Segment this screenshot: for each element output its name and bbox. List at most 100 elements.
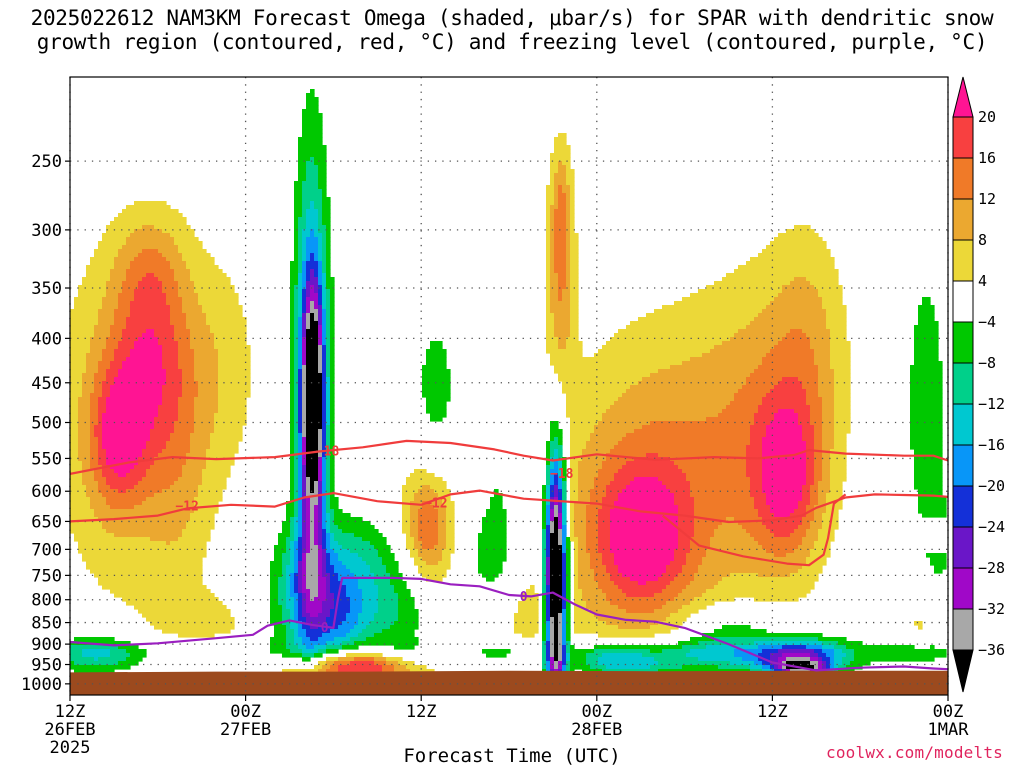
omega-cell [674,301,771,306]
omega-cell [550,461,555,466]
omega-cell [706,645,759,650]
omega-cell [614,553,675,558]
omega-cell [142,477,179,482]
omega-cell [786,333,807,338]
y-tick-label: 1000 [21,675,62,695]
omega-cell [318,237,323,242]
omega-cell [110,465,135,470]
omega-cell [574,513,587,518]
omega-cell [306,601,323,606]
omega-cell [310,157,315,162]
omega-cell [830,461,847,466]
omega-cell [314,597,327,602]
omega-cell [114,309,131,314]
omega-cell [302,309,307,314]
omega-cell [330,321,335,326]
omega-cell [302,377,307,382]
omega-cell [290,285,295,290]
omega-cell [94,385,103,390]
omega-cell [438,521,447,526]
omega-cell [110,485,135,490]
omega-cell [914,481,943,486]
omega-cell [578,493,591,498]
omega-cell [74,533,115,538]
omega-cell [754,505,771,510]
omega-cell [834,433,847,438]
omega-cell [762,473,807,478]
omega-cell [550,165,559,170]
omega-cell [746,325,827,330]
omega-cell [546,625,551,630]
omega-cell [562,161,571,166]
omega-cell [310,513,315,518]
omega-cell [314,665,323,670]
omega-cell [150,433,171,438]
omega-cell [586,537,599,542]
omega-cell [690,481,751,486]
omega-cell [306,93,315,98]
omega-cell [602,589,623,594]
omega-cell [610,449,747,454]
omega-cell [78,449,91,454]
omega-cell [574,573,579,578]
colorbar-bottom-arrow [952,649,974,693]
omega-cell [618,397,735,402]
omega-cell [302,365,307,370]
omega-cell [318,553,323,558]
omega-cell [574,581,579,586]
omega-cell [806,393,819,398]
omega-cell [586,529,599,534]
colorbar-swatch [952,157,974,200]
omega-cell [270,569,283,574]
omega-cell [558,665,563,670]
omega-cell [830,469,847,474]
omega-cell [514,617,539,622]
omega-cell [218,353,251,358]
omega-cell [754,661,763,666]
omega-cell [214,413,247,418]
omega-cell [714,345,775,350]
omega-cell [306,361,319,366]
omega-cell [586,521,599,526]
omega-cell [90,257,115,262]
omega-cell [602,561,615,566]
omega-cell [298,285,303,290]
omega-cell [362,629,383,634]
x-tick-label: 12Z [757,702,788,722]
omega-cell [614,401,731,406]
omega-cell [830,345,851,350]
omega-cell [558,657,563,662]
omega-cell [286,581,291,586]
omega-cell [598,509,611,514]
omega-cell [574,517,587,522]
omega-cell [554,213,567,218]
omega-cell [294,217,299,222]
omega-cell [318,537,323,542]
omega-cell [162,357,179,362]
omega-cell [94,373,107,378]
omega-cell [306,173,319,178]
y-tick-label: 300 [31,221,62,241]
omega-cell [118,373,167,378]
omega-cell [354,625,367,630]
omega-cell [810,553,831,558]
omega-cell [302,357,307,362]
omega-cell [542,489,547,494]
omega-cell [630,577,659,582]
omega-cell [310,613,319,618]
omega-cell [818,289,843,294]
omega-cell [418,529,439,534]
omega-cell [554,257,567,262]
omega-cell [550,585,563,590]
omega-cell [610,529,679,534]
omega-cell [110,269,127,274]
omega-cell [662,649,691,654]
omega-cell [574,569,579,574]
omega-cell [194,281,231,286]
omega-cell [318,269,323,274]
omega-cell [110,277,127,282]
omega-cell [350,629,363,634]
omega-cell [422,389,451,394]
omega-cell [930,557,947,562]
omega-cell [330,297,335,302]
